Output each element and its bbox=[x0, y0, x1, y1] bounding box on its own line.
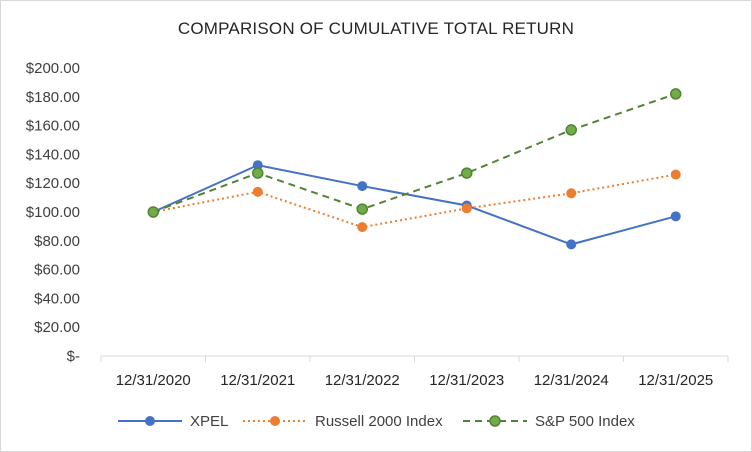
x-tick-label: 12/31/2022 bbox=[325, 372, 400, 389]
series-line-3 bbox=[152, 92, 677, 213]
legend-marker-2 bbox=[270, 416, 280, 426]
y-tick-label: $200.00 bbox=[26, 60, 80, 77]
series-point-2 bbox=[566, 188, 577, 199]
series-point-1 bbox=[357, 181, 368, 192]
series-point-3 bbox=[356, 203, 368, 215]
legend-label-1: XPEL bbox=[190, 413, 228, 430]
x-tick-label: 12/31/2023 bbox=[429, 372, 504, 389]
y-tick-label: $20.00 bbox=[34, 319, 80, 336]
legend-marker-3 bbox=[489, 415, 501, 427]
series-point-1 bbox=[252, 160, 263, 171]
y-tick-label: $160.00 bbox=[26, 118, 80, 135]
x-tick-label: 12/31/2021 bbox=[220, 372, 295, 389]
x-tick-label: 12/31/2024 bbox=[534, 372, 609, 389]
y-tick-label: $140.00 bbox=[26, 146, 80, 163]
y-tick-label: $40.00 bbox=[34, 290, 80, 307]
chart-title: COMPARISON OF CUMULATIVE TOTAL RETURN bbox=[177, 19, 575, 38]
x-tick-label: 12/31/2020 bbox=[116, 372, 191, 389]
y-tick-label: $60.00 bbox=[34, 262, 80, 279]
y-tick-label: $- bbox=[67, 348, 80, 365]
series-point-2 bbox=[670, 169, 681, 180]
series-point-3 bbox=[147, 206, 159, 218]
y-tick-label: $180.00 bbox=[26, 89, 80, 106]
series-point-2 bbox=[252, 186, 263, 197]
series-point-3 bbox=[252, 167, 264, 179]
series-point-3 bbox=[670, 88, 682, 100]
legend-marker-1 bbox=[145, 416, 155, 426]
series-point-2 bbox=[461, 203, 472, 214]
series-point-2 bbox=[357, 222, 368, 233]
series-point-3 bbox=[461, 167, 473, 179]
x-tick-label: 12/31/2025 bbox=[638, 372, 713, 389]
series-point-1 bbox=[670, 211, 681, 222]
legend-label-2: Russell 2000 Index bbox=[315, 413, 443, 430]
series-point-1 bbox=[566, 239, 577, 250]
y-tick-label: $100.00 bbox=[26, 204, 80, 221]
y-tick-label: $120.00 bbox=[26, 175, 80, 192]
series-line-1 bbox=[152, 164, 677, 246]
series-point-3 bbox=[565, 124, 577, 136]
y-tick-label: $80.00 bbox=[34, 233, 80, 250]
legend-label-3: S&P 500 Index bbox=[535, 413, 635, 430]
series-line-2 bbox=[153, 173, 676, 229]
